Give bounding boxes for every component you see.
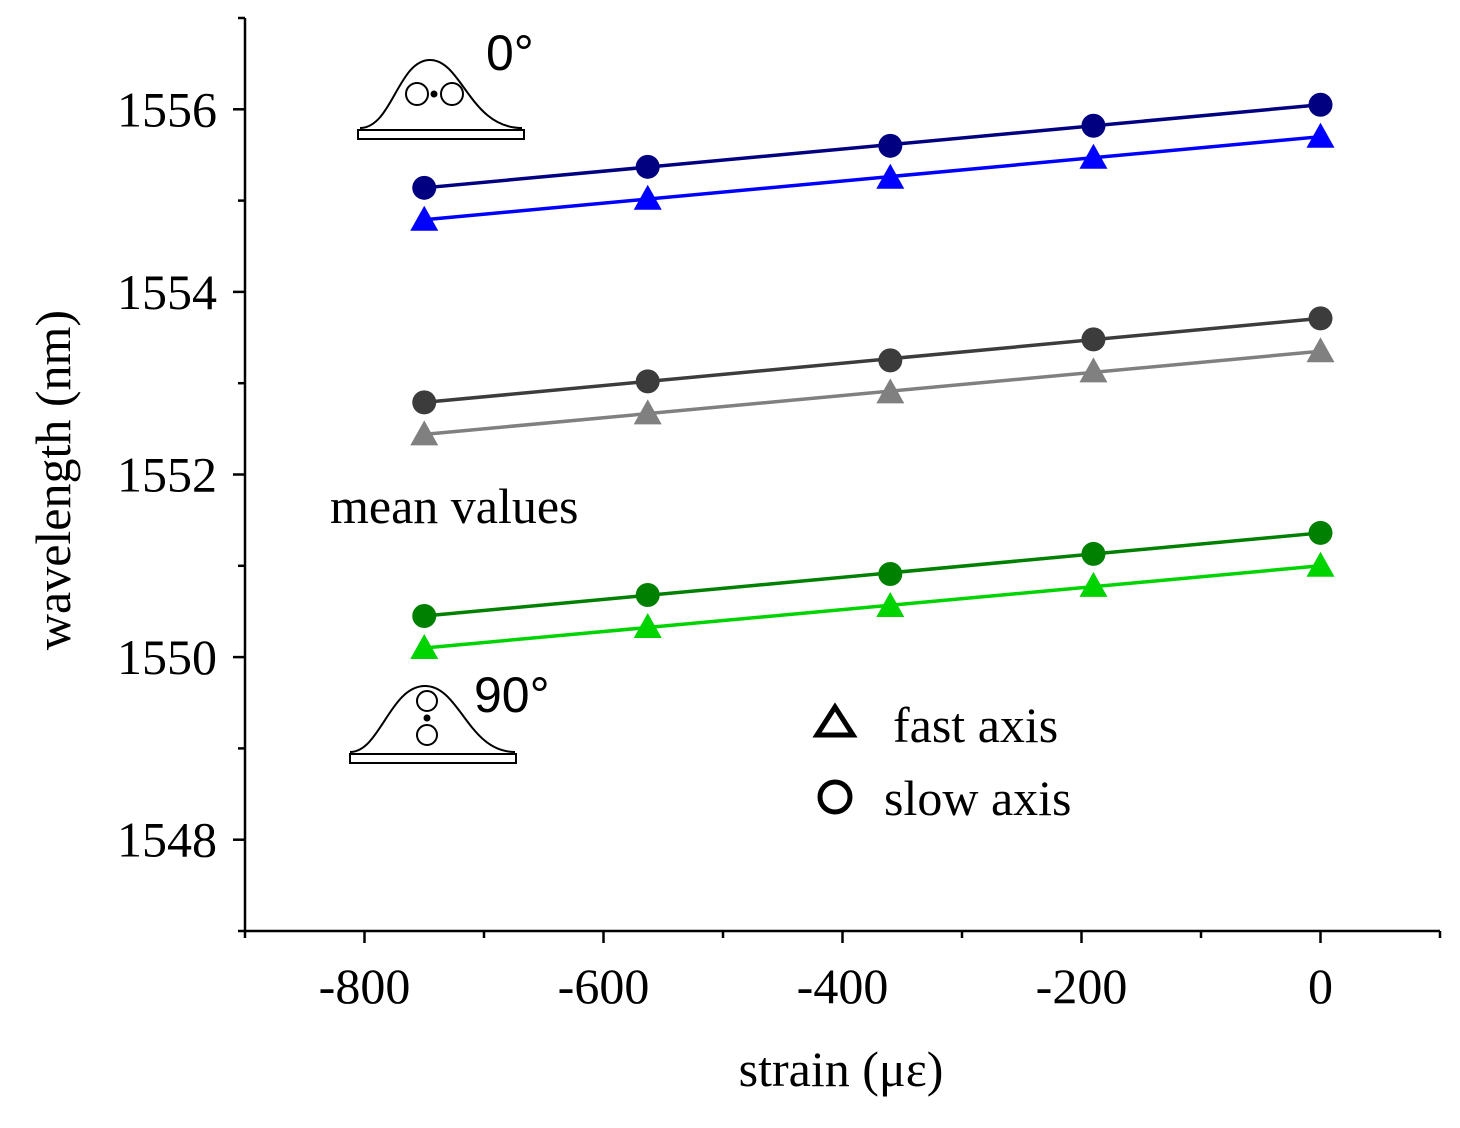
x-axis-title: strain (με) [739,1041,944,1097]
series-2 [412,306,1333,415]
x-tick-label: -600 [558,958,650,1014]
legend-circle-marker [817,779,853,815]
data-point-circle [1081,327,1106,352]
y-tick-label: 1548 [117,812,217,868]
data-point-triangle [1306,551,1335,577]
y-tick-label: 1554 [117,264,217,320]
y-tick-label: 1556 [117,81,217,137]
data-point-triangle [633,399,662,425]
y-axis-title: wavelength (nm) [25,310,81,650]
series-line [424,134,1321,222]
data-point-triangle [1306,122,1335,148]
data-point-triangle [876,163,905,189]
series-3 [410,337,1335,446]
y-tick-label: 1550 [117,629,217,685]
data-point-circle [1308,520,1333,545]
legend-fast-axis-label: fast axis [893,697,1058,753]
data-point-circle [635,154,660,179]
legend: fast axis slow axis [812,697,1072,826]
data-point-circle [412,390,437,415]
series-line [424,531,1321,618]
data-point-circle [878,348,903,373]
series-line [424,564,1321,650]
x-tick-label: -800 [319,958,411,1014]
data-point-triangle [410,420,439,446]
data-point-circle [878,562,903,587]
x-tick-label: -400 [797,958,889,1014]
data-point-triangle [1079,571,1108,597]
x-tick-label: -200 [1036,958,1128,1014]
series-4 [412,520,1333,629]
data-point-triangle [410,633,439,659]
legend-slow-axis-label: slow axis [884,770,1072,826]
angle-0-label: 0° [486,25,534,81]
data-point-triangle [876,591,905,617]
data-point-triangle [633,184,662,210]
legend-triangle-marker [812,702,858,738]
data-point-circle [635,369,660,394]
y-ticks: 1548 1550 1552 1554 1556 [117,16,245,933]
data-point-circle [412,175,437,200]
data-point-triangle [1306,337,1335,363]
data-point-triangle [410,205,439,231]
series-line [424,349,1321,437]
data-point-triangle [876,378,905,404]
data-point-circle [1081,113,1106,138]
angle-90-label: 90° [474,667,550,723]
data-point-circle [878,133,903,158]
data-point-triangle [633,612,662,638]
fiber-0deg-icon [357,58,525,140]
mean-values-label: mean values [330,478,579,534]
x-ticks: -800 -600 -400 -200 0 [243,931,1442,1014]
data-point-circle [1308,92,1333,117]
series-5 [410,551,1335,659]
x-tick-label: 0 [1308,958,1333,1014]
data-series [410,92,1335,659]
axes: -800 -600 -400 -200 0 1548 1550 1552 1554 1556 [117,16,1442,1014]
series-1 [410,122,1335,231]
data-point-circle [1308,306,1333,331]
data-point-circle [635,583,660,608]
data-point-triangle [1079,357,1108,383]
series-0 [412,92,1333,200]
series-line [424,102,1321,190]
data-point-circle [1081,541,1106,566]
y-tick-label: 1552 [117,447,217,503]
fiber-90deg-icon [349,684,517,764]
data-point-circle [412,604,437,629]
data-point-triangle [1079,143,1108,169]
series-line [424,316,1321,405]
